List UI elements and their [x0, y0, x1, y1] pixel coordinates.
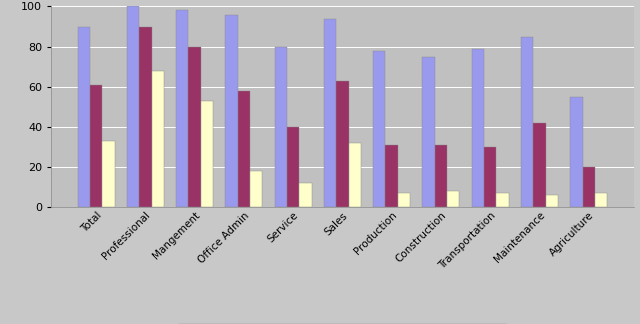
- Bar: [349, 143, 361, 207]
- Bar: [385, 145, 398, 207]
- Bar: [201, 101, 213, 207]
- Bar: [225, 15, 237, 207]
- Bar: [595, 193, 607, 207]
- Bar: [472, 49, 484, 207]
- Bar: [275, 47, 287, 207]
- Bar: [237, 91, 250, 207]
- Bar: [324, 18, 336, 207]
- Bar: [102, 141, 115, 207]
- Bar: [484, 147, 496, 207]
- Bar: [176, 10, 189, 207]
- Bar: [582, 167, 595, 207]
- Bar: [127, 6, 140, 207]
- Bar: [189, 47, 201, 207]
- Bar: [336, 81, 349, 207]
- Bar: [435, 145, 447, 207]
- Bar: [140, 27, 152, 207]
- Bar: [422, 57, 435, 207]
- Bar: [496, 193, 509, 207]
- Bar: [152, 71, 164, 207]
- Bar: [447, 191, 460, 207]
- Bar: [77, 27, 90, 207]
- Bar: [521, 37, 533, 207]
- Bar: [533, 123, 545, 207]
- Bar: [545, 195, 558, 207]
- Bar: [90, 85, 102, 207]
- Bar: [300, 183, 312, 207]
- Bar: [373, 51, 385, 207]
- Bar: [398, 193, 410, 207]
- Bar: [250, 171, 262, 207]
- Bar: [287, 127, 300, 207]
- Bar: [570, 97, 582, 207]
